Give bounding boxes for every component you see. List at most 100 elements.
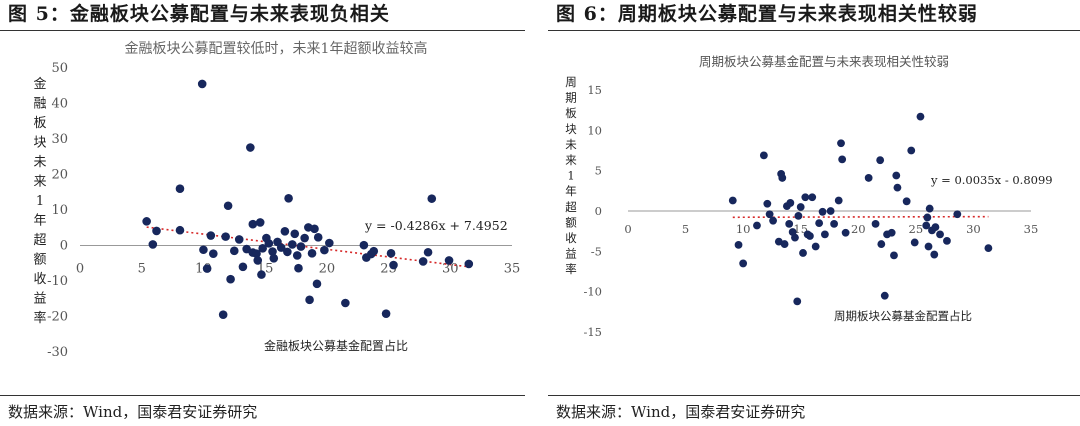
y-tick-label: 0 <box>595 204 602 218</box>
data-point <box>206 231 216 240</box>
data-point <box>739 259 748 268</box>
data-point <box>753 221 761 230</box>
data-point <box>820 230 829 239</box>
y-tick-label: 10 <box>51 203 68 218</box>
data-point <box>252 249 261 258</box>
data-point <box>877 240 886 248</box>
data-point <box>142 217 151 226</box>
data-point <box>320 245 329 255</box>
y-axis-title-char: 未 <box>565 137 577 151</box>
x-tick-label: 10 <box>736 222 751 236</box>
data-point <box>892 171 901 180</box>
y-axis-title-char: 来 <box>565 153 577 167</box>
data-point <box>922 221 931 230</box>
data-point <box>444 256 454 265</box>
data-point <box>202 264 212 273</box>
chart-title: 周期板块公募基金配置与未来表现相关性较弱 <box>699 54 949 69</box>
data-point <box>837 139 845 148</box>
y-axis-title-char: 额 <box>33 253 46 268</box>
data-point <box>381 309 391 318</box>
data-point <box>759 151 768 160</box>
data-point <box>794 211 803 220</box>
data-point <box>811 242 820 251</box>
data-point <box>246 143 255 152</box>
data-point <box>257 270 266 279</box>
data-point <box>791 233 799 242</box>
bottom-rule <box>0 395 525 396</box>
y-tick-label: -30 <box>47 345 68 360</box>
data-point <box>359 240 369 250</box>
data-point <box>841 228 850 237</box>
y-axis-title-char: 周 <box>565 75 577 89</box>
data-point <box>255 218 265 227</box>
data-point <box>307 249 317 258</box>
data-point <box>931 223 940 232</box>
figure-title: 图 6：周期板块公募配置与未来表现相关性较弱 <box>556 3 978 25</box>
data-point <box>325 238 334 248</box>
y-axis-title-char: 期 <box>565 91 577 105</box>
data-point <box>818 207 827 216</box>
data-point <box>786 199 795 207</box>
source-note: 数据来源：Wind，国泰君安证券研究 <box>8 403 258 421</box>
data-point <box>815 219 824 228</box>
data-point <box>280 227 290 236</box>
y-tick-label: 50 <box>51 61 68 76</box>
data-point <box>418 257 428 266</box>
y-axis-title-char: 率 <box>565 262 577 276</box>
x-axis-title: 金融板块公募基金配置占比 <box>264 338 408 353</box>
data-point <box>258 244 267 253</box>
y-tick-label: 20 <box>51 168 68 183</box>
data-point <box>925 204 934 213</box>
data-point <box>238 262 248 272</box>
data-point <box>300 233 309 243</box>
data-point <box>880 291 889 300</box>
data-point <box>362 253 371 262</box>
figure-5: 图 5：金融板块公募配置与未来表现负相关 -30 -20 -10 0 10 20 30 40 5… <box>0 0 525 426</box>
data-point <box>806 232 814 240</box>
data-point <box>268 247 277 256</box>
y-axis-title-char: 块 <box>565 122 577 136</box>
data-point <box>871 220 880 228</box>
bottom-rule <box>548 395 1080 396</box>
y-axis-title-char: 块 <box>33 136 46 151</box>
data-point <box>310 224 319 234</box>
data-point <box>838 155 847 164</box>
y-axis-title-char: 超 <box>33 233 46 248</box>
x-tick-label: 0 <box>76 262 84 277</box>
data-point <box>826 207 835 215</box>
data-point <box>864 174 873 182</box>
data-point <box>834 196 843 205</box>
data-point <box>780 240 789 248</box>
chart-title: 金融板块公募配置较低时，未来1年超额收益较高 <box>125 40 428 57</box>
data-point <box>248 219 258 229</box>
data-point <box>924 242 933 251</box>
x-tick-label: 35 <box>504 262 521 277</box>
x-tick-label: 30 <box>966 222 981 236</box>
data-point <box>808 193 817 202</box>
y-axis-title-char: 年 <box>33 214 46 229</box>
data-point <box>876 156 885 165</box>
data-point <box>369 246 379 256</box>
y-axis-title-char: 益 <box>33 292 46 307</box>
source-note: 数据来源：Wind，国泰君安证券研究 <box>556 403 806 421</box>
data-point <box>209 249 218 258</box>
data-point <box>763 199 772 208</box>
data-point <box>197 79 207 89</box>
data-point <box>423 247 433 257</box>
data-point <box>234 235 244 244</box>
data-point <box>292 251 302 260</box>
data-point <box>199 245 208 255</box>
scatter-chart: -30-20-100102030405005101520253035金融板块未来… <box>33 40 521 360</box>
data-point <box>936 230 944 239</box>
data-point <box>229 246 239 256</box>
y-tick-label: -20 <box>47 310 68 325</box>
y-tick-label: 15 <box>587 83 602 97</box>
y-axis-title-char: 超 <box>565 200 577 214</box>
data-point <box>769 216 777 225</box>
data-point <box>386 249 396 258</box>
y-axis-title-char: 板 <box>33 116 46 131</box>
data-point <box>916 112 925 121</box>
y-tick-label: -10 <box>47 274 68 289</box>
data-point <box>218 310 228 320</box>
data-point <box>893 183 902 192</box>
